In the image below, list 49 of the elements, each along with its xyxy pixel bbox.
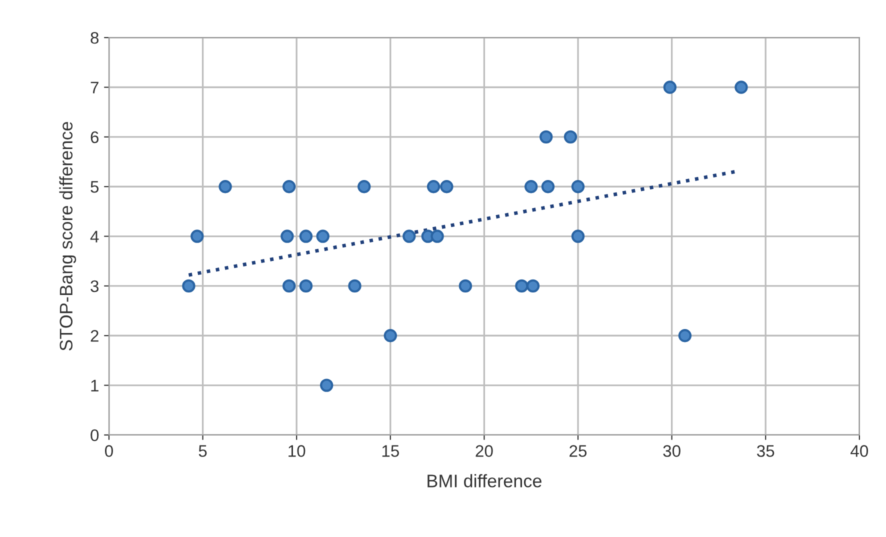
x-tick-label: 25 — [570, 445, 587, 457]
x-tick-label: 5 — [198, 445, 207, 457]
point — [571, 180, 585, 194]
point — [678, 329, 692, 342]
point — [320, 378, 334, 392]
point — [458, 279, 472, 293]
y-tick-label: 6 — [90, 131, 99, 144]
x-tick-label: 40 — [850, 445, 868, 457]
point — [571, 230, 585, 243]
point — [402, 230, 416, 243]
y-axis-title: STOP-Bang score difference — [59, 122, 76, 351]
y-tick-label: 8 — [90, 32, 99, 44]
point — [218, 180, 232, 194]
point — [426, 180, 440, 194]
x-tick-label: 10 — [288, 445, 306, 457]
point — [526, 279, 540, 293]
point — [282, 180, 296, 194]
point — [540, 130, 553, 144]
point — [299, 279, 313, 293]
point — [384, 329, 397, 342]
point — [564, 130, 578, 144]
y-tick-label: 5 — [90, 181, 99, 193]
x-tick-label: 30 — [663, 445, 680, 457]
point — [541, 180, 555, 194]
point — [358, 180, 371, 194]
point — [440, 180, 454, 194]
point — [348, 279, 362, 293]
point — [515, 279, 528, 293]
x-tick-label: 35 — [756, 445, 774, 457]
point — [282, 279, 296, 293]
point — [299, 230, 313, 243]
x-tick-label: 20 — [476, 445, 493, 457]
y-tick-label: 7 — [90, 82, 98, 94]
point — [734, 80, 748, 94]
point — [430, 230, 444, 243]
y-tick-label: 0 — [90, 429, 99, 442]
y-tick-label: 3 — [90, 280, 99, 292]
point — [182, 279, 196, 293]
point — [190, 230, 204, 243]
x-axis-title: BMI difference — [428, 474, 542, 488]
x-tick-label: 15 — [382, 445, 399, 457]
y-tick-label: 4 — [90, 230, 99, 242]
point — [316, 230, 330, 243]
point — [663, 80, 677, 94]
x-tick-label: 0 — [104, 445, 113, 457]
point — [524, 180, 538, 194]
y-tick-label: 2 — [90, 330, 98, 342]
point — [280, 230, 294, 243]
y-tick-label: 1 — [91, 380, 98, 392]
